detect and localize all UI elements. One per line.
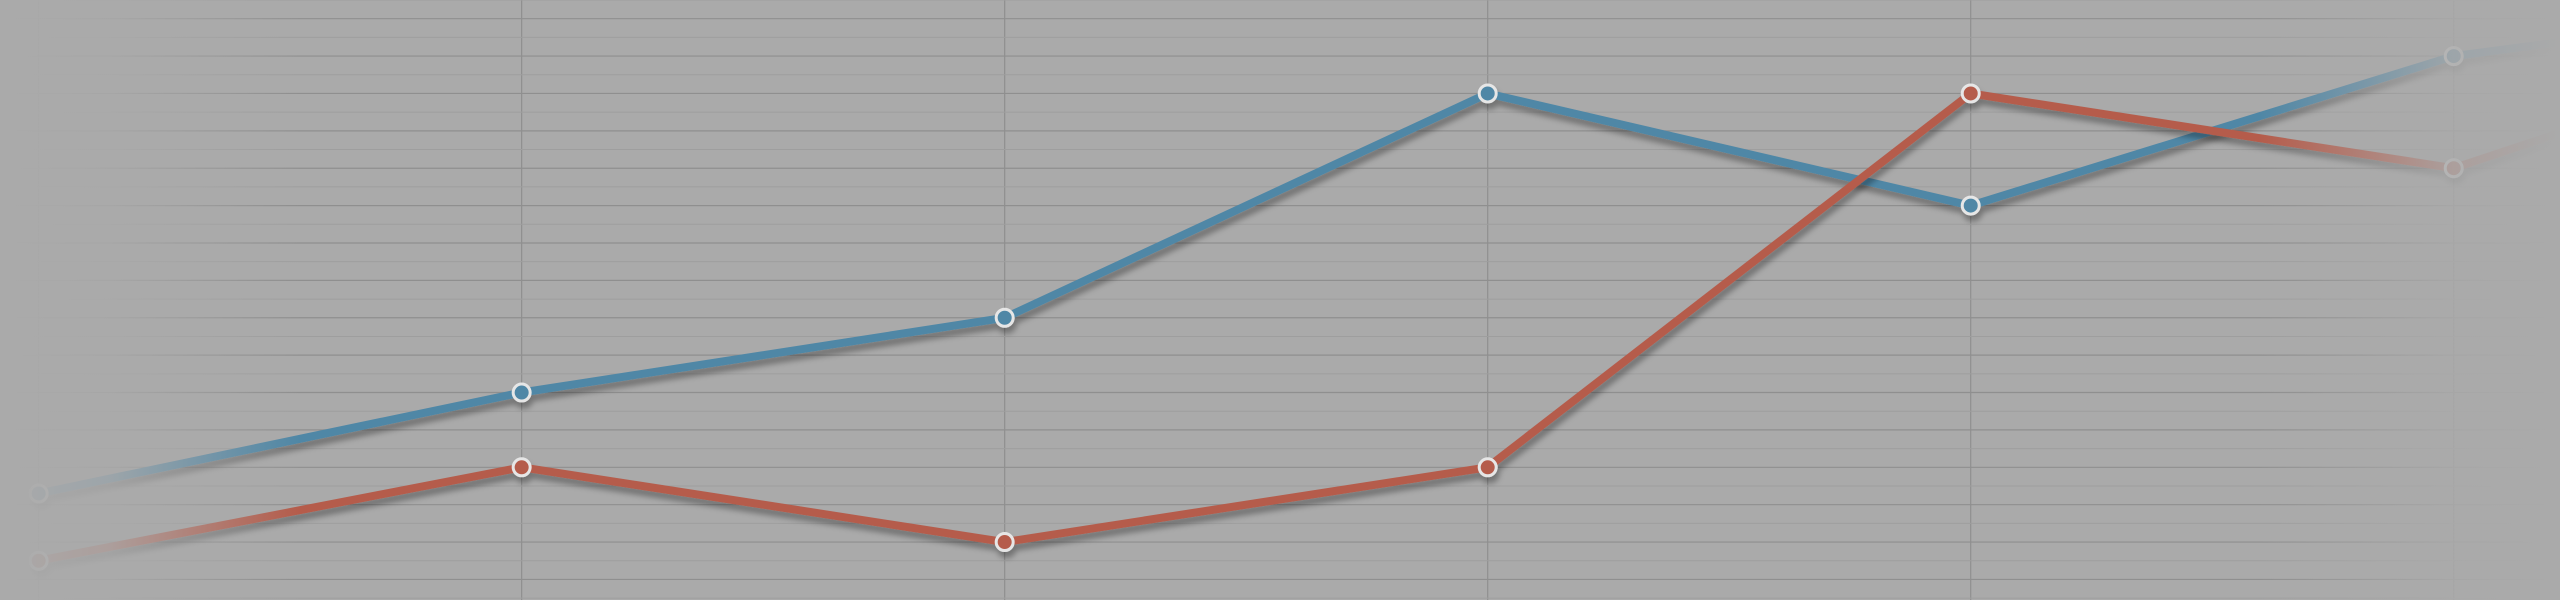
series-1-point	[1477, 83, 1498, 104]
series-2-point	[994, 532, 1015, 553]
series-1	[28, 38, 2560, 504]
series-2-point	[1477, 457, 1498, 478]
series-2-point	[1960, 83, 1981, 104]
series-1-point	[994, 307, 1015, 328]
series-1-point	[28, 483, 49, 504]
series-1-point	[1960, 195, 1981, 216]
series-2	[28, 83, 2560, 571]
series-2-line	[34, 89, 2560, 565]
series-2-point	[511, 457, 532, 478]
series-1-point	[2443, 46, 2464, 67]
series-2-point	[2443, 158, 2464, 179]
series-2-point	[28, 550, 49, 571]
series-1-point	[511, 382, 532, 403]
series-group	[28, 38, 2560, 571]
series-1-line	[34, 38, 2560, 498]
